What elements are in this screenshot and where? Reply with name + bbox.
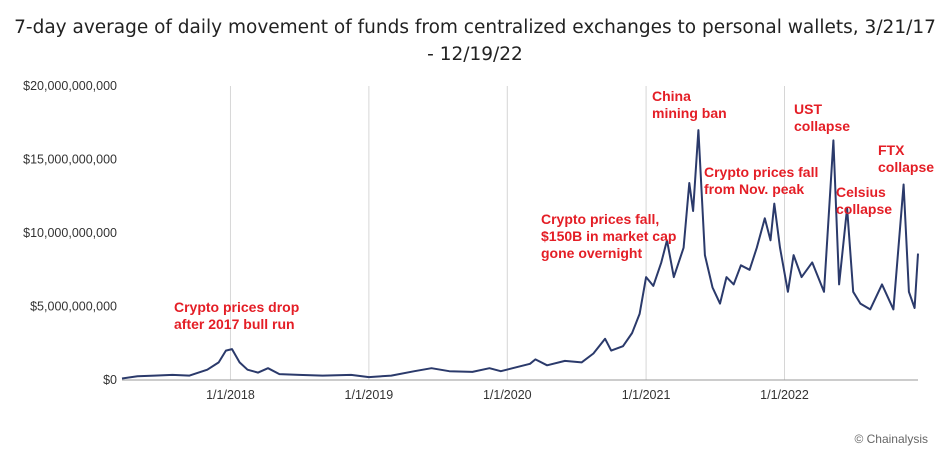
chart-annotation-line: Crypto prices drop [174,299,299,315]
chart-annotation-line: collapse [794,118,850,134]
chart-annotation-line: after 2017 bull run [174,316,295,332]
chart-annotation-line: Celsius [836,184,886,200]
x-tick-label: 1/1/2020 [483,388,532,402]
chart-annotation-line: collapse [836,201,892,217]
chart-annotation-line: Crypto prices fall, [541,211,659,227]
chart-title-line-1: 7-day average of daily movement of funds… [14,17,936,38]
chart-annotation-line: from Nov. peak [704,181,804,197]
chart-annotation-line: gone overnight [541,245,642,261]
chart-annotation-line: mining ban [652,105,727,121]
chart-annotation-line: Crypto prices fall [704,164,818,180]
chart-annotation: Crypto prices drop after 2017 bull run [174,299,299,332]
chart-annotation: FTX collapse [878,142,934,175]
y-tick-label: $15,000,000,000 [23,153,117,167]
chart-annotation: Crypto prices fall from Nov. peak [704,164,818,197]
y-tick-label: $10,000,000,000 [23,226,117,240]
x-tick-label: 1/1/2018 [206,388,255,402]
chart-annotation: UST collapse [794,101,850,134]
chart-annotation: China mining ban [652,88,727,121]
y-tick-label: $5,000,000,000 [30,300,117,314]
chart-annotation-line: collapse [878,159,934,175]
series-line [121,129,919,380]
chart-annotation-line: UST [794,101,822,117]
chart-annotation-line: $150B in market cap [541,228,676,244]
chart-annotation: Crypto prices fall, $150B in market cap go… [541,211,676,261]
chart-annotation: Celsius collapse [836,184,892,217]
x-tick-label: 1/1/2019 [345,388,394,402]
chart-annotation-line: China [652,88,691,104]
x-tick-label: 1/1/2021 [622,388,671,402]
chart-credit: © Chainalysis [854,432,928,446]
x-tick-label: 1/1/2022 [760,388,809,402]
y-tick-label: $0 [103,373,117,387]
chart-annotation-line: FTX [878,142,905,158]
chart-title-line-2: - 12/19/22 [427,44,523,65]
chart-title: 7-day average of daily movement of funds… [0,14,950,68]
y-tick-label: $20,000,000,000 [23,79,117,93]
